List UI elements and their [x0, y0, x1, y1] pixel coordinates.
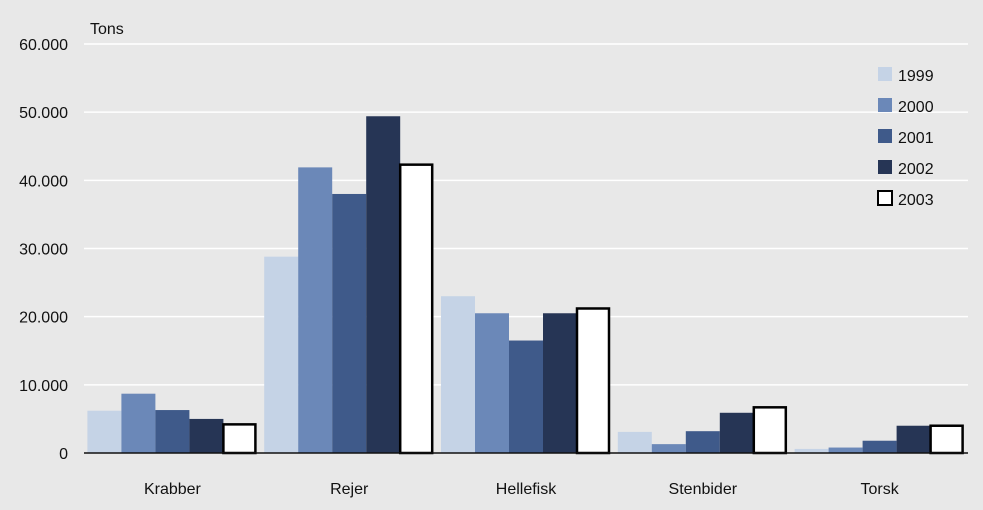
x-axis-ticks: Krabber Rejer Hellefisk Stenbider Torsk	[144, 481, 900, 498]
legend-label: 2002	[898, 161, 934, 178]
bar-torsk-2002	[896, 425, 931, 453]
bar-krabber-1999	[87, 410, 122, 453]
bar-rejer-2002	[366, 116, 401, 454]
x-tick-label: Krabber	[144, 481, 202, 498]
bar-torsk-2000	[828, 447, 863, 453]
bar-krabber-2002	[189, 418, 224, 453]
bar-stenbider-2002	[719, 412, 754, 453]
legend-label: 2001	[898, 130, 934, 147]
y-tick-label: 20.000	[19, 310, 68, 327]
x-tick-label: Rejer	[330, 481, 369, 498]
y-tick-label: 10.000	[19, 378, 68, 395]
bar-torsk-2001	[862, 440, 897, 453]
y-tick-label: 30.000	[19, 242, 68, 259]
bar-hellefisk-2001	[509, 340, 543, 453]
y-axis-ticks: 0 10.000 20.000 30.000 40.000 50.000 60.000	[19, 37, 68, 463]
bar-stenbider-2003	[752, 406, 788, 455]
legend-label: 2003	[898, 192, 934, 209]
bar-krabber-2000	[121, 393, 156, 453]
legend-label: 2000	[898, 99, 934, 116]
bar-torsk-1999	[794, 448, 829, 453]
gridlines	[84, 43, 968, 386]
bars	[87, 116, 964, 455]
bar-rejer-2001	[332, 193, 367, 453]
y-tick-label: 0	[59, 446, 68, 463]
bar-rejer-2003	[398, 163, 434, 455]
legend-swatch-2002	[878, 160, 892, 174]
legend-swatch-2001	[878, 129, 892, 143]
bar-rejer-1999	[264, 256, 299, 453]
y-tick-label: 40.000	[19, 173, 68, 190]
bar-krabber-2001	[155, 410, 190, 453]
bar-stenbider-2000	[651, 444, 686, 453]
y-tick-label: 60.000	[19, 37, 68, 54]
y-tick-label: 50.000	[19, 105, 68, 122]
legend-swatch-2000	[878, 98, 892, 112]
legend-swatch-2003	[877, 190, 893, 206]
bar-rejer-2000	[298, 167, 333, 454]
bar-hellefisk-2002	[543, 313, 577, 453]
bar-hellefisk-1999	[441, 296, 475, 453]
legend-label: 1999	[898, 68, 934, 85]
legend-swatch-1999	[878, 67, 892, 81]
bar-torsk-2003	[929, 424, 964, 455]
bar-stenbider-2001	[685, 431, 720, 453]
x-tick-label: Hellefisk	[496, 481, 557, 498]
x-tick-label: Torsk	[860, 481, 899, 498]
bar-hellefisk-2000	[475, 313, 509, 453]
y-unit-label: Tons	[90, 21, 124, 38]
legend: 1999 2000 2001 2002 2003	[877, 67, 934, 209]
bar-krabber-2003	[222, 423, 257, 455]
bar-stenbider-1999	[617, 431, 652, 453]
bar-hellefisk-2003	[575, 307, 611, 455]
x-tick-label: Stenbider	[669, 481, 738, 498]
